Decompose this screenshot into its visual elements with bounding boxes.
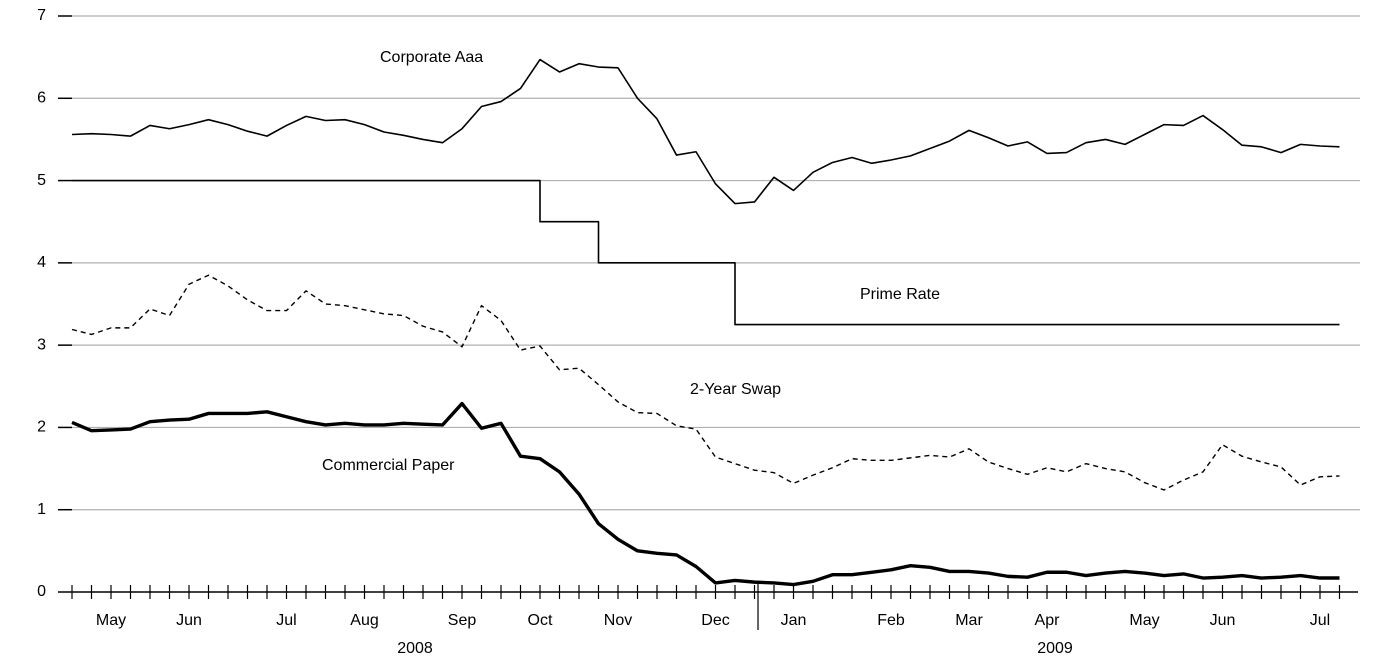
x-tick-label: May bbox=[1129, 612, 1159, 629]
y-tick-label: 2 bbox=[37, 419, 46, 436]
y-tick-label: 7 bbox=[37, 7, 46, 24]
year-label: 2008 bbox=[397, 640, 433, 657]
x-tick-label: Jun bbox=[1210, 612, 1236, 629]
y-tick-label: 0 bbox=[37, 583, 46, 600]
y-tick-label: 4 bbox=[37, 254, 46, 271]
y-tick-label: 6 bbox=[37, 90, 46, 107]
x-tick-label: Feb bbox=[877, 612, 905, 629]
x-tick-label: Oct bbox=[528, 612, 553, 629]
x-tick-label: Jul bbox=[276, 612, 296, 629]
series-line bbox=[71, 58, 1340, 205]
series-label: Corporate Aaa bbox=[380, 49, 483, 66]
y-tick-label: 1 bbox=[37, 501, 46, 518]
x-tick-label: Apr bbox=[1035, 612, 1061, 629]
x-tick-label: Jul bbox=[1310, 612, 1330, 629]
x-tick-label: Jun bbox=[176, 612, 202, 629]
x-tick-label: Mar bbox=[955, 612, 983, 629]
y-tick-label: 5 bbox=[37, 172, 46, 189]
series-line bbox=[71, 401, 1340, 587]
series-label: 2-Year Swap bbox=[690, 381, 781, 398]
x-tick-label: Nov bbox=[604, 612, 632, 629]
series-label: Prime Rate bbox=[860, 286, 940, 303]
x-tick-label: Aug bbox=[350, 612, 378, 629]
series-line bbox=[72, 179, 1340, 326]
x-tick-label: May bbox=[96, 612, 126, 629]
series-label: Commercial Paper bbox=[322, 457, 455, 474]
series-line bbox=[71, 274, 1340, 491]
x-tick-label: Sep bbox=[448, 612, 477, 629]
year-label: 2009 bbox=[1037, 640, 1073, 657]
x-tick-label: Jan bbox=[781, 612, 807, 629]
x-tick-label: Dec bbox=[701, 612, 729, 629]
y-tick-label: 3 bbox=[37, 336, 46, 353]
